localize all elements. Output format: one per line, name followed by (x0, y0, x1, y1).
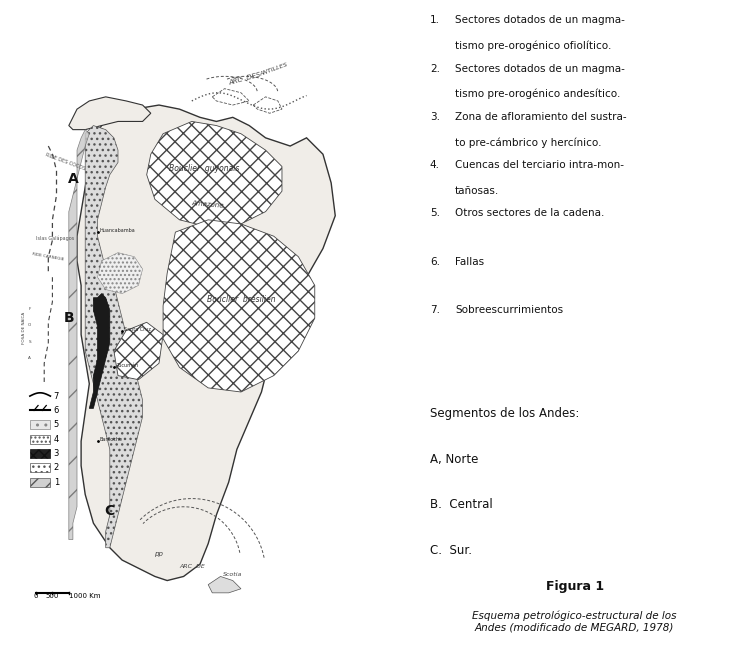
Bar (30, 478, 51, 486)
Polygon shape (146, 122, 282, 228)
Text: F: F (29, 307, 31, 311)
Text: Sectores dotados de un magma-: Sectores dotados de un magma- (455, 63, 625, 73)
Text: 3: 3 (53, 449, 59, 458)
Text: tañosas.: tañosas. (455, 186, 499, 196)
Text: pp: pp (154, 551, 163, 557)
Bar (30, 435, 51, 444)
Text: Otros sectores de la cadena.: Otros sectores de la cadena. (455, 208, 605, 219)
Text: RIDE DES COCOS: RIDE DES COCOS (44, 153, 86, 172)
Text: B: B (64, 311, 74, 325)
Text: Figura 1: Figura 1 (545, 580, 604, 593)
Polygon shape (85, 126, 143, 548)
Bar (30, 449, 51, 458)
Text: Islas Galápagos: Islas Galápagos (36, 236, 74, 241)
Text: Sobreescurrimientos: Sobreescurrimientos (455, 305, 563, 315)
Text: Zona de afloramiento del sustra-: Zona de afloramiento del sustra- (455, 112, 627, 122)
Text: Segmentos de los Andes:: Segmentos de los Andes: (430, 407, 579, 420)
Polygon shape (114, 323, 163, 379)
Text: Huancabamba: Huancabamba (100, 228, 135, 233)
Text: tismo pre-orogénico andesítico.: tismo pre-orogénico andesítico. (455, 89, 621, 100)
Text: 6.: 6. (430, 256, 440, 267)
Text: A: A (29, 356, 31, 360)
Polygon shape (69, 97, 151, 130)
Text: A: A (67, 172, 78, 186)
Text: 0: 0 (34, 593, 38, 599)
Text: Scotia: Scotia (223, 572, 242, 578)
Text: S: S (29, 340, 31, 344)
Text: Bariloche: Bariloche (100, 437, 122, 442)
Text: 500: 500 (45, 593, 59, 599)
Text: ARC  DES: ARC DES (228, 71, 262, 85)
Text: Sectores dotados de un magma-: Sectores dotados de un magma- (455, 15, 625, 25)
Text: Cuencas del terciario intra-mon-: Cuencas del terciario intra-mon- (455, 160, 624, 170)
Text: B.  Central: B. Central (430, 498, 493, 512)
Text: O: O (29, 323, 31, 327)
Text: 4: 4 (53, 435, 59, 444)
Text: ANTILLES: ANTILLES (259, 63, 288, 77)
Text: C.  Sur.: C. Sur. (430, 544, 472, 557)
Text: 6: 6 (53, 406, 59, 415)
Text: 5: 5 (53, 420, 59, 429)
Text: Tucumán: Tucumán (116, 364, 138, 368)
Text: 7: 7 (53, 391, 59, 401)
Text: 2: 2 (53, 463, 59, 473)
Polygon shape (89, 293, 110, 408)
Text: 4.: 4. (430, 160, 440, 170)
Text: Esquema petrológico-estructural de los
Andes (modificado de MEGARD, 1978): Esquema petrológico-estructural de los A… (472, 610, 677, 633)
Text: tismo pre-orogénico ofiolítico.: tismo pre-orogénico ofiolítico. (455, 41, 611, 51)
Polygon shape (69, 130, 89, 539)
Text: 1: 1 (53, 478, 59, 486)
Text: 5.: 5. (430, 208, 440, 219)
Text: FOSA DE NAICA: FOSA DE NAICA (22, 311, 26, 344)
Text: C: C (105, 504, 115, 518)
Text: 3.: 3. (430, 112, 440, 122)
Text: A, Norte: A, Norte (430, 453, 478, 465)
Text: Amazone: Amazone (192, 200, 225, 208)
Polygon shape (97, 253, 143, 293)
Text: Bouclier  guyonais: Bouclier guyonais (169, 164, 239, 173)
Text: 1000 Km: 1000 Km (69, 593, 100, 599)
Text: ARC  DE: ARC DE (179, 564, 205, 569)
Polygon shape (208, 576, 241, 593)
Text: RIDE CARNEGIE: RIDE CARNEGIE (32, 253, 64, 262)
Text: to pre-cámbrico y hercínico.: to pre-cámbrico y hercínico. (455, 137, 602, 148)
Text: Bouclier  brésilien: Bouclier brésilien (206, 295, 275, 304)
Polygon shape (163, 220, 315, 392)
Polygon shape (77, 105, 335, 580)
Text: 1.: 1. (430, 15, 440, 25)
Text: 2.: 2. (430, 63, 440, 73)
Bar (30, 420, 51, 429)
Text: Santa Cruz: Santa Cruz (124, 327, 151, 332)
Text: Fallas: Fallas (455, 256, 484, 267)
Text: 7.: 7. (430, 305, 440, 315)
Bar (30, 463, 51, 473)
